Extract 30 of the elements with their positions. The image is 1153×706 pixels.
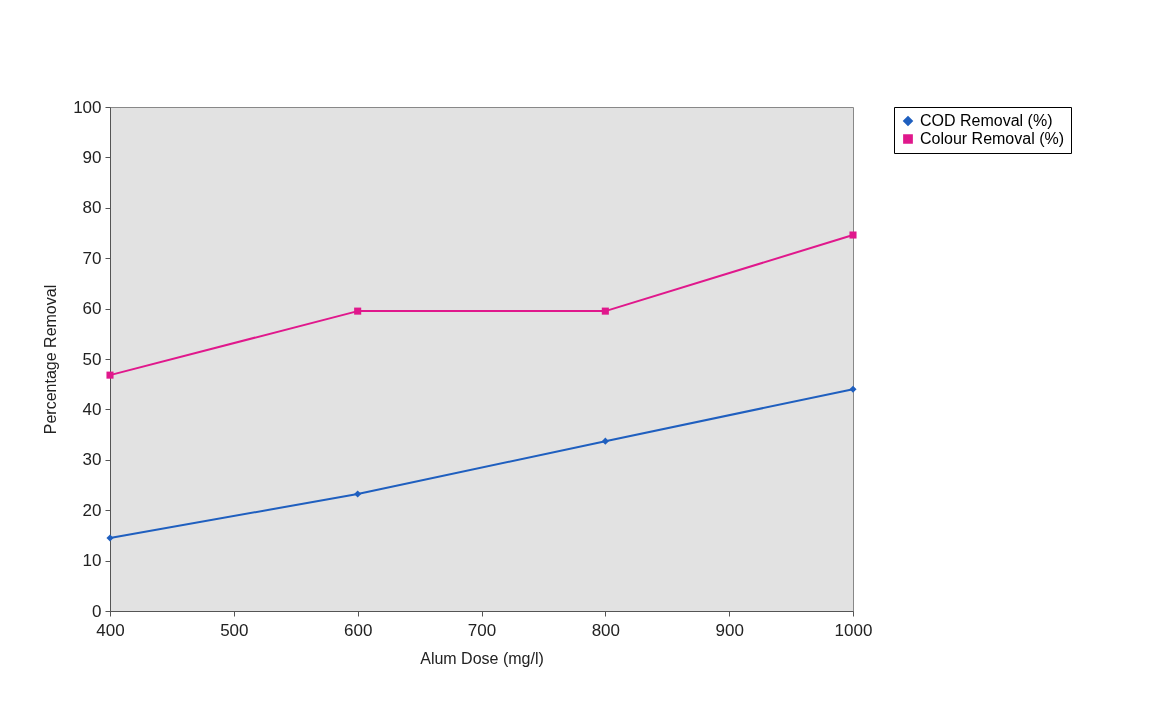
y-tick-label: 40 [82,399,102,419]
x-tick-label: 800 [591,620,621,640]
point [106,371,114,379]
x-tick-label: 900 [715,620,744,640]
legend-label: Colour Removal (%) [920,130,1065,147]
y-tick-label: 60 [82,299,102,319]
y-axis-title: Percentage Removal [42,284,60,435]
point [849,385,857,393]
y-tick-label: 50 [82,349,102,369]
point [354,307,362,315]
point [601,307,609,315]
y-tick-label: 10 [82,551,102,571]
y-tick-label: 30 [82,450,102,470]
y-tick-label: 70 [82,248,102,268]
x-tick-label: 500 [220,620,249,640]
legend-label: COD Removal (%) [920,112,1053,129]
y-tick-label: 90 [82,147,102,167]
y-tick-label: 0 [92,601,102,621]
x-tick-label: 400 [96,620,125,640]
point [849,231,857,239]
x-axis-title: Alum Dose (mg/l) [420,649,544,667]
y-tick-label: 20 [82,500,102,520]
x-tick-label: 600 [343,620,373,640]
y-tick-label: 100 [73,97,102,117]
x-tick-label: 1000 [834,620,873,640]
x-tick-label: 700 [467,620,497,640]
point [354,490,362,498]
point [106,534,114,542]
point [601,437,609,445]
y-tick-label: 80 [82,198,102,218]
